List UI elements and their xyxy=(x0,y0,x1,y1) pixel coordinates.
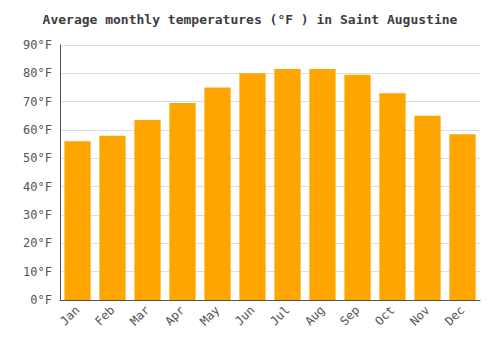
svg-text:Average monthly temperatures (: Average monthly temperatures (°F ) in Sa… xyxy=(43,12,458,27)
svg-text:Mar: Mar xyxy=(127,303,152,328)
svg-text:Dec: Dec xyxy=(442,303,467,328)
svg-text:10°F: 10°F xyxy=(23,265,52,279)
svg-text:20°F: 20°F xyxy=(23,236,52,250)
svg-text:Oct: Oct xyxy=(372,303,397,328)
svg-text:Apr: Apr xyxy=(162,303,187,328)
svg-text:Sep: Sep xyxy=(337,303,362,328)
svg-text:0°F: 0°F xyxy=(30,293,52,307)
svg-text:Jan: Jan xyxy=(57,303,82,328)
svg-text:90°F: 90°F xyxy=(23,38,52,52)
svg-text:50°F: 50°F xyxy=(23,151,52,165)
svg-text:80°F: 80°F xyxy=(23,66,52,80)
svg-text:30°F: 30°F xyxy=(23,208,52,222)
svg-text:Nov: Nov xyxy=(407,303,432,328)
svg-text:Jul: Jul xyxy=(267,303,292,328)
svg-text:Aug: Aug xyxy=(302,303,327,328)
svg-text:May: May xyxy=(197,303,222,328)
svg-text:40°F: 40°F xyxy=(23,180,52,194)
svg-text:60°F: 60°F xyxy=(23,123,52,137)
svg-text:Jun: Jun xyxy=(232,303,257,328)
svg-text:Feb: Feb xyxy=(92,303,117,328)
svg-text:70°F: 70°F xyxy=(23,95,52,109)
